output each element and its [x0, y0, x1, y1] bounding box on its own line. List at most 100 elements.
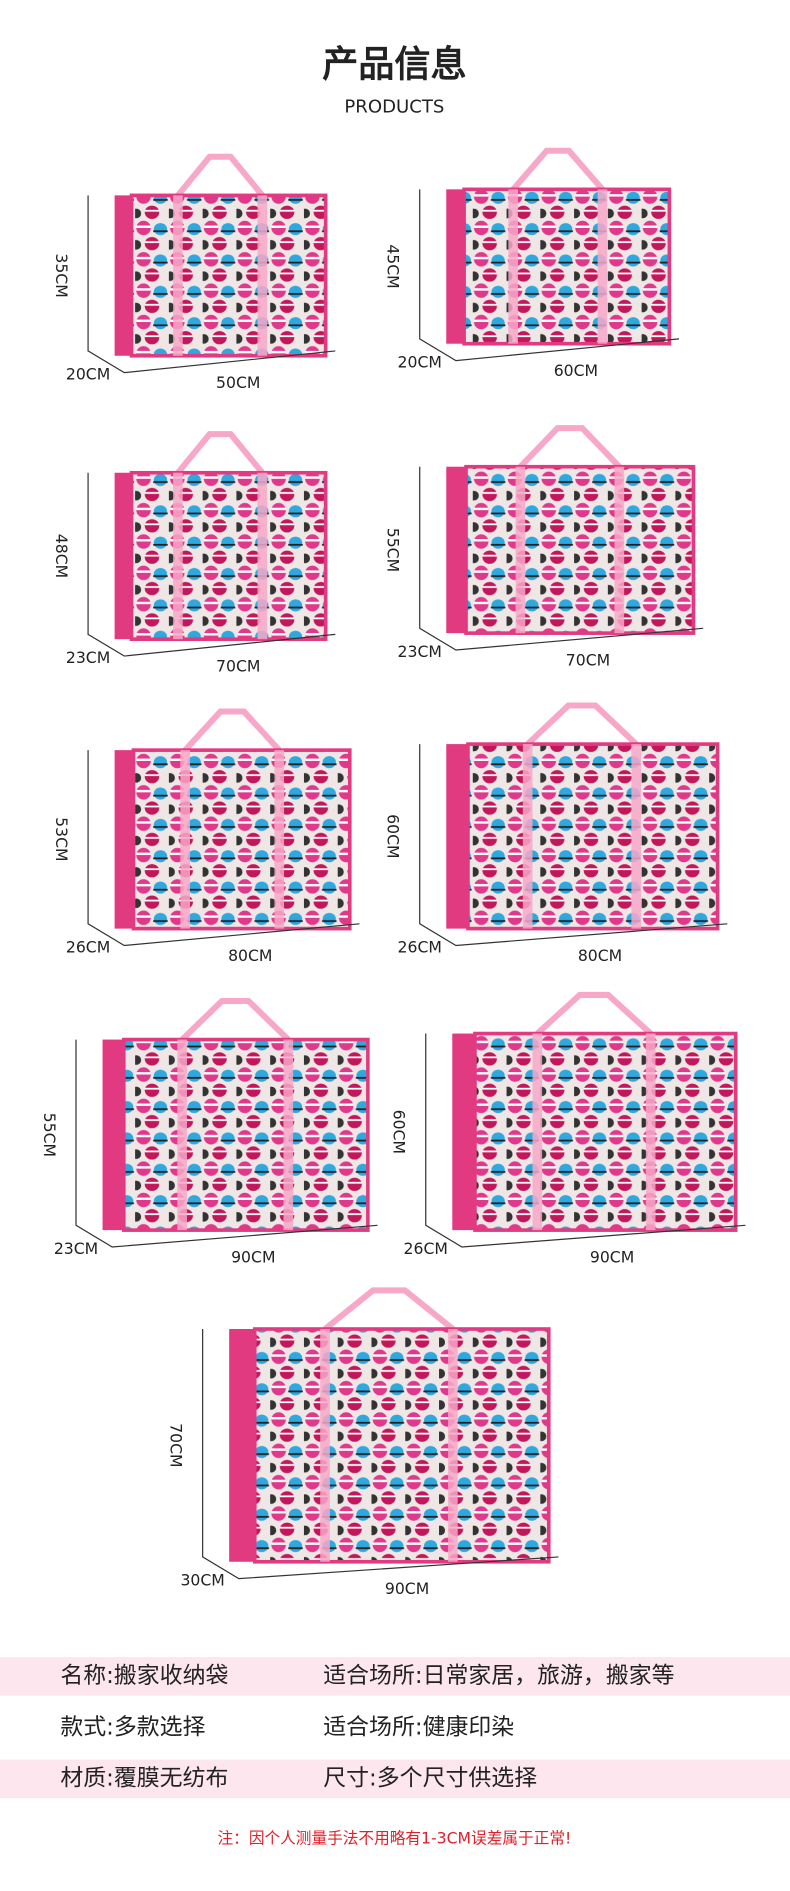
- bag-front: [129, 470, 328, 641]
- bag: 53CM 26CM 80CM: [52, 708, 360, 965]
- dimension-line: [419, 189, 680, 362]
- bag: 60CM 26CM 80CM: [383, 702, 728, 965]
- bag-front: [252, 1327, 551, 1564]
- bag-strap: [257, 195, 268, 356]
- bag-strap: [177, 1039, 187, 1231]
- depth-label: 23CM: [398, 642, 442, 661]
- bag-strap: [173, 472, 183, 640]
- dimension-line: [419, 744, 728, 947]
- bag: 70CM 30CM 90CM: [166, 1287, 559, 1598]
- height-label: 53CM: [52, 817, 71, 861]
- note: 注：因个人测量手法不用略有1-3CM误差属于正常!: [218, 1829, 572, 1848]
- bag-handle: [182, 708, 282, 753]
- depth-label: 23CM: [66, 648, 110, 667]
- info-text: 适合场所:日常家居，旅游，搬家等: [323, 1663, 674, 1689]
- height-label: 55CM: [383, 528, 402, 572]
- bag-handle: [175, 153, 265, 198]
- bag-strap: [180, 750, 190, 929]
- bag-handle: [535, 991, 653, 1036]
- bag-side: [114, 472, 132, 640]
- bag: 48CM 23CM 70CM: [52, 431, 336, 675]
- height-label: 60CM: [383, 814, 402, 858]
- bag-side: [446, 744, 468, 929]
- width-label: 50CM: [216, 373, 260, 392]
- width-label: 80CM: [228, 946, 272, 965]
- info-band: [0, 1657, 790, 1696]
- width-label: 90CM: [231, 1247, 275, 1266]
- height-label: 45CM: [383, 244, 402, 288]
- bag-strap: [320, 1329, 330, 1562]
- width-label: 70CM: [566, 650, 610, 669]
- dimension-line: [75, 1039, 378, 1248]
- bag-strap: [274, 750, 285, 929]
- bag-side: [446, 189, 465, 344]
- bag-front: [131, 748, 352, 931]
- width-label: 60CM: [554, 361, 598, 380]
- bag-strap: [631, 744, 642, 929]
- bag-strap: [597, 189, 608, 344]
- info-band: [0, 1759, 790, 1799]
- bag-strap: [173, 195, 183, 356]
- dimension-line: [425, 1033, 746, 1248]
- bag: 55CM 23CM 70CM: [383, 425, 704, 669]
- bag-side: [114, 750, 134, 929]
- info-text: 材质:覆膜无纺布: [60, 1765, 228, 1791]
- depth-label: 26CM: [66, 937, 110, 956]
- bag-side: [102, 1039, 124, 1231]
- bag-front: [129, 193, 328, 358]
- bag-strap: [283, 1039, 294, 1231]
- depth-label: 30CM: [180, 1571, 224, 1590]
- bag-strap: [645, 1033, 656, 1231]
- info-text: 名称:搬家收纳袋: [60, 1663, 228, 1689]
- bag: 60CM 26CM 90CM: [390, 991, 746, 1266]
- bag-handle: [518, 425, 622, 469]
- bag-front: [473, 1031, 738, 1232]
- width-label: 80CM: [578, 946, 622, 965]
- bag-strap: [508, 189, 519, 344]
- dimension-line: [87, 195, 336, 374]
- bag: 35CM 20CM 50CM: [52, 153, 336, 392]
- page-subtitle: PRODUCTS: [344, 96, 444, 117]
- depth-label: 26CM: [398, 937, 442, 956]
- width-label: 90CM: [385, 1579, 429, 1598]
- bag-front: [464, 464, 696, 635]
- height-label: 35CM: [52, 253, 71, 297]
- dimension-line: [87, 472, 336, 657]
- width-label: 70CM: [216, 656, 260, 675]
- bag-front: [121, 1037, 370, 1232]
- bag-side: [452, 1033, 475, 1231]
- bag-side: [229, 1329, 255, 1562]
- info-text: 尺寸:多个尺寸供选择: [323, 1765, 537, 1791]
- dimension-line: [419, 466, 704, 651]
- info-text: 款式:多款选择: [60, 1715, 205, 1741]
- info-text: 适合场所:健康印染: [323, 1715, 514, 1741]
- dimension-line: [87, 750, 360, 947]
- bag-handle: [323, 1287, 455, 1332]
- bag-strap: [448, 1329, 458, 1562]
- bag-handle: [175, 431, 265, 475]
- height-label: 70CM: [166, 1423, 185, 1467]
- width-label: 90CM: [590, 1247, 634, 1266]
- bag-front: [462, 187, 672, 346]
- bag-side: [114, 195, 132, 356]
- page-title: 产品信息: [322, 42, 467, 85]
- bag-strap: [257, 472, 268, 640]
- height-label: 55CM: [40, 1113, 59, 1157]
- bag-handle: [180, 997, 291, 1042]
- bag-strap: [522, 744, 533, 929]
- dimension-line: [202, 1329, 559, 1580]
- bag-front: [466, 742, 720, 931]
- bag: 55CM 23CM 90CM: [40, 997, 378, 1266]
- bag-side: [446, 466, 467, 634]
- bag-strap: [532, 1033, 543, 1231]
- depth-label: 20CM: [398, 353, 442, 372]
- depth-label: 23CM: [54, 1239, 98, 1258]
- bag-strap: [614, 466, 625, 634]
- bag: 45CM 20CM 60CM: [383, 147, 680, 380]
- depth-label: 26CM: [404, 1239, 448, 1258]
- height-label: 48CM: [52, 534, 71, 578]
- bag-handle: [510, 147, 605, 192]
- depth-label: 20CM: [66, 365, 110, 384]
